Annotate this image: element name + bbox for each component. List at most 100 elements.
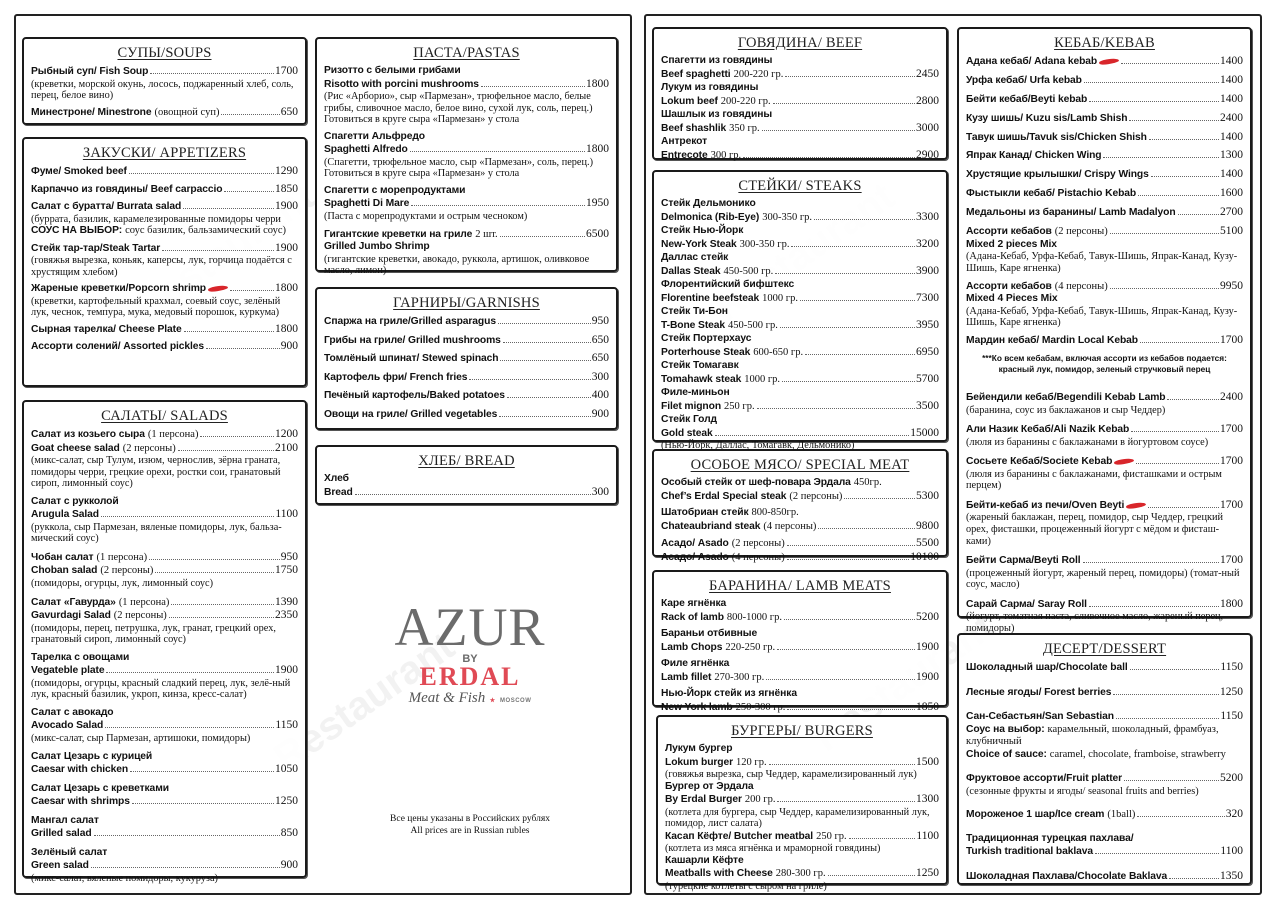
item-name: Filet mignon (661, 400, 722, 412)
item-row: Beef spaghetti 200-220 гр. 2450 (661, 68, 939, 82)
menu-item: Зелёный салат Green salad 900 (микс-салат, … (31, 847, 298, 885)
dot-leader (171, 603, 274, 605)
item-price: 1150 (1220, 661, 1243, 673)
menu-item: Кашарли Кёфте Meatballs with Cheese 280-30… (665, 855, 939, 893)
item-detail: соус базилик, бальзамический соус) (125, 225, 287, 237)
dot-leader (1082, 562, 1219, 564)
item-price: 320 (1225, 808, 1243, 821)
item-price: 1600 (1220, 187, 1243, 200)
item-row: Филе ягнёнка (661, 658, 939, 671)
item-name: Фыстыкли кебаб/ Pistachio Kebab (966, 188, 1137, 200)
dot-leader (1139, 342, 1219, 344)
item-price: 1750 (275, 564, 298, 577)
item-detail: карамельный, шоколадный, фрамбуаз, клубн… (966, 723, 1219, 748)
dot-leader (1129, 669, 1220, 670)
item-name: Асадо/ Asado (661, 538, 729, 549)
item-row: Grilled salad 850 (31, 827, 298, 841)
star-icon: ★ (489, 698, 496, 704)
item-name: Mixed 2 pieces Mix (966, 238, 1057, 250)
item-price: 3950 (916, 318, 939, 331)
item-detail: 450-500 гр. (723, 265, 774, 277)
item-price: 1800 (586, 77, 609, 90)
item-row: Салат Цезарь с курицей (31, 751, 298, 764)
dot-leader (499, 235, 585, 237)
menu-item: Сан-Себастьян/San Sebastian 1150 Соус на в… (966, 710, 1243, 761)
menu-item: Спаржа на гриле/Grilled asparagus 950 (324, 315, 609, 329)
item-row: Delmonica (Rib-Eye) 300-350 гр. 3300 (661, 211, 939, 225)
item-row: Бургер от Эрдала (665, 781, 939, 794)
menu-item: Гигантские креветки на гриле 2 шт. 6500 Gri… (324, 228, 609, 277)
menu-item: Сырная тарелка/ Cheese Plate 1800 (31, 323, 298, 337)
item-row: Антрекот (661, 136, 939, 149)
item-price: 2400 (1220, 111, 1243, 124)
item-detail: (2 персоны) (789, 490, 843, 502)
menu-item: Стейк Голд Gold steak 15000 (Нью-Йорк, Далл… (661, 414, 939, 452)
item-price: 1100 (916, 829, 939, 842)
item-name: Mixed 4 Pieces Mix (966, 293, 1058, 305)
dot-leader (714, 434, 910, 436)
section-title: БУРГЕРЫ/ BURGERS (731, 723, 873, 739)
item-price: 1400 (1220, 73, 1243, 86)
item-row: Шатобриан стейк 800-850гр. (661, 507, 939, 520)
item-name: Адана кебаб/ Adana kebab (966, 56, 1098, 67)
dot-leader (499, 415, 591, 417)
item-row: T-Bone Steak 450-500 гр. 3950 (661, 319, 939, 333)
item-name: Ассорти кебабов (966, 226, 1052, 238)
item-name: New-York Steak (661, 238, 737, 250)
item-name: Фруктовое ассорти/Fruit platter (966, 773, 1123, 784)
item-name: Хлеб (324, 473, 349, 484)
item-row: Япрак Канад/ Chicken Wing 1300 (966, 149, 1243, 163)
item-name: Филе ягнёнка (661, 658, 730, 669)
item-row: Каре ягнёнка (661, 598, 939, 611)
item-row: Lamb Chops 220-250 гр. 1900 (661, 641, 939, 655)
item-row: Нью-Йорк стейк из ягнёнка (661, 688, 939, 701)
dot-leader (506, 397, 591, 398)
item-detail: (1 персона) (96, 551, 148, 563)
menu-item: Томлёный шпинат/ Stewed spinach 650 (324, 352, 609, 366)
menu-item: Стейк Томагавк Tomahawk steak 1000 гр. 5700 (661, 360, 939, 386)
item-description: (Нью-Йорк, Даллас, Томагавк, Дельмонико) (661, 440, 855, 451)
item-price: 1700 (1220, 423, 1243, 436)
item-name: Meatballs with Cheese (665, 868, 773, 880)
item-name: Салат Цезарь с креветками (31, 782, 169, 794)
item-name: Спагетти из говядины (661, 55, 773, 66)
item-row: Caesar with shrimps 1250 (31, 795, 298, 809)
menu-item: Филе-миньон Filet mignon 250 гр. 3500 (661, 387, 939, 413)
item-row: Beef shashlik 350 гр. 3000 (661, 122, 939, 136)
item-row: Бейти кебаб/Beyti kebab 1400 (966, 93, 1243, 107)
item-row: Стейк Томагавк (661, 360, 939, 373)
item-name: Бейти кебаб/Beyti kebab (966, 93, 1088, 105)
item-name: Бейти Сарма/Beyti Roll (966, 555, 1081, 567)
dot-leader (777, 801, 915, 803)
item-price: 9800 (916, 519, 939, 532)
item-name: Традиционная турецкая пахлава/ (966, 832, 1134, 844)
item-detail: (1ball) (1107, 809, 1136, 821)
item-row: Стейк Голд (661, 414, 939, 427)
section-title: ЗАКУСКИ/ APPETIZERS (82, 145, 247, 161)
dot-leader (224, 190, 274, 192)
menu-item: Бейти кебаб/Beyti kebab 1400 (966, 93, 1243, 107)
item-price: 300 (591, 485, 609, 498)
item-price: 1400 (1220, 92, 1243, 105)
item-name: Beef shashlik (661, 122, 727, 134)
item-description: (котлета из мяса ягнёнка и мраморной гов… (665, 843, 881, 855)
right-page (644, 14, 1262, 895)
item-price: 950 (280, 550, 298, 563)
menu-item: Бургер от Эрдала By Erdal Burger 200 гр. 13… (665, 781, 939, 830)
item-description: (турецкие котлеты с сыром на гриле) (665, 880, 827, 892)
item-name: Avocado Salad (31, 720, 104, 732)
section-garnishes: ГАРНИРЫ/GARNISHS Спаржа на гриле/Grilled … (315, 287, 618, 430)
dot-leader (150, 73, 274, 74)
item-row: Avocado Salad 1150 (31, 719, 298, 733)
item-row: Салат с рукколой (31, 496, 298, 509)
item-row: Chef’s Erdal Special steak (2 персоны) 530… (661, 490, 939, 504)
item-row: Стейк Нью-Йорк (661, 225, 939, 238)
item-name: Ризотто с белыми грибами (324, 65, 461, 76)
item-row: Turkish traditional baklava 1100 (966, 845, 1243, 859)
item-description: (баранина, соус из баклажанов и сыр Чедд… (966, 404, 1166, 416)
dot-leader (772, 102, 915, 104)
item-row: Хрустящие крылышки/ Crispy Wings 1400 (966, 168, 1243, 182)
dot-leader (805, 353, 915, 355)
item-name: Япрак Канад/ Chicken Wing (966, 150, 1102, 162)
menu-item: Особый стейк от шеф-повара Эрдала 450гр. C… (661, 477, 939, 503)
